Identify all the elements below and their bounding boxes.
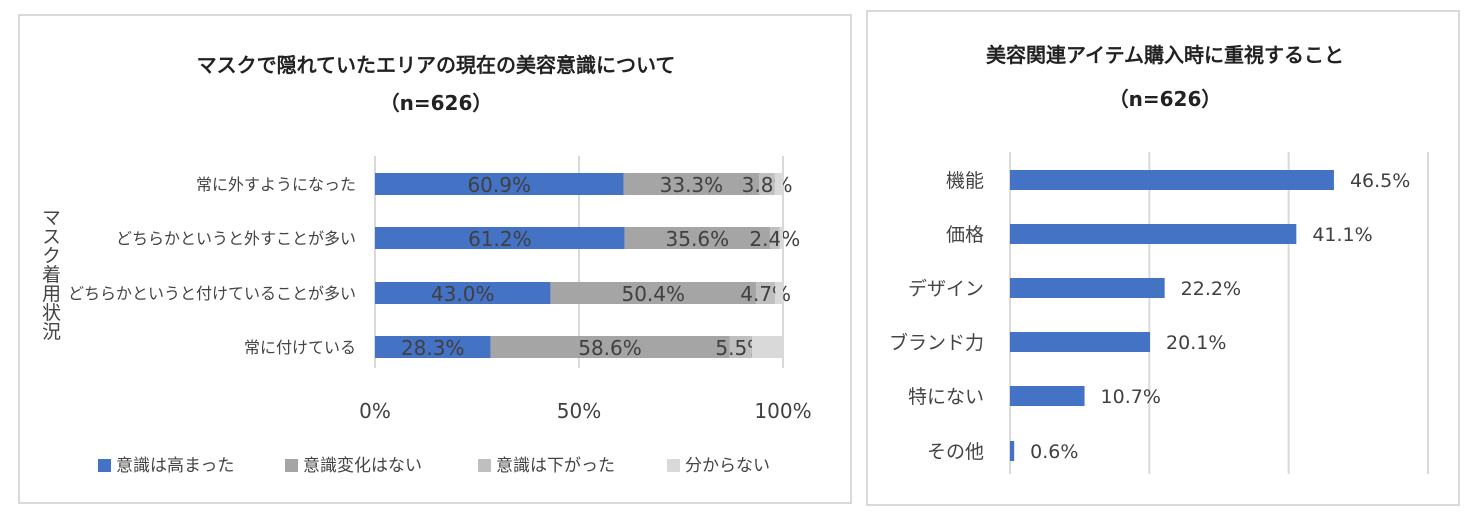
bar (1010, 386, 1085, 406)
data-label: 3.8% (742, 173, 793, 197)
stacked-bar-segment (759, 173, 775, 195)
bar (1010, 278, 1165, 298)
stacked-bar-segment (490, 336, 730, 358)
legend-swatch (98, 459, 111, 472)
data-label: 33.3% (660, 173, 724, 197)
stacked-bar-segment (751, 336, 783, 358)
data-label: 41.1% (1312, 224, 1372, 246)
legend-entry: 分からない (685, 456, 770, 476)
data-label: 28.3% (401, 336, 465, 360)
bar (1010, 332, 1151, 352)
legend-swatch (478, 459, 491, 472)
stacked-bar-segment (375, 282, 551, 304)
data-label: 20.1% (1166, 332, 1226, 354)
legend-swatch (285, 459, 298, 472)
stacked-bar-segment (624, 227, 770, 249)
category-label: 常に付けている (244, 338, 356, 357)
stacked-bar-segment (775, 282, 783, 304)
category-label: ブランド力 (889, 331, 984, 354)
category-label: どちらかというと外すことが多い (116, 229, 356, 248)
stacked-bar-segment (623, 173, 760, 195)
stacked-bar-segment (779, 227, 783, 249)
data-label: 58.6% (578, 336, 642, 360)
stacked-bar-segment (375, 173, 624, 195)
data-label: 46.5% (1350, 170, 1410, 192)
legend-entry: 意識変化はない (303, 456, 422, 476)
category-label: 常に外すようになった (196, 175, 356, 194)
category-label: 特にない (908, 386, 984, 408)
bar (1010, 441, 1015, 461)
stacked-bar-segment (375, 227, 625, 249)
stacked-bar-segment (769, 227, 780, 249)
chart-subtitle: （n=626） (1109, 87, 1222, 111)
y-axis-label: マスク着用状況 (39, 208, 61, 341)
stacked-bar-chart: マスクで隠れていたエリアの現在の美容意識について （n=626） マスク着用状況… (39, 53, 812, 476)
data-label: 61.2% (468, 227, 532, 251)
data-label: 10.7% (1101, 386, 1161, 408)
chart-subtitle: （n=626） (380, 91, 493, 115)
category-label: どちらかというと付けていることが多い (68, 284, 356, 303)
data-label: 35.6% (666, 227, 730, 251)
category-label: 価格 (946, 224, 984, 246)
data-label: 22.2% (1181, 278, 1241, 300)
data-label: 4.7% (740, 282, 791, 306)
category-label: その他 (927, 441, 984, 463)
x-tick-label: 0% (359, 399, 391, 423)
stacked-bar-segment (756, 282, 776, 304)
chart-title: 美容関連アイテム購入時に重視すること (986, 43, 1344, 67)
stacked-bar-segment (729, 336, 752, 358)
bar-chart: 美容関連アイテム購入時に重視すること （n=626） 46.5% 41.1% 22.… (889, 43, 1429, 474)
category-label: デザイン (908, 278, 984, 300)
chart-title: マスクで隠れていたエリアの現在の美容意識について (197, 53, 676, 77)
x-tick-label: 50% (557, 399, 601, 423)
stacked-bar-chart-panel: マスクで隠れていたエリアの現在の美容意識について （n=626） マスク着用状況… (18, 14, 852, 504)
data-label: 2.4% (749, 227, 800, 251)
data-label: 0.6% (1030, 441, 1078, 463)
bar (1010, 170, 1334, 190)
legend-entry: 意識は高まった (116, 456, 234, 476)
bar-chart-panel: 美容関連アイテム購入時に重視すること （n=626） 46.5% 41.1% 22.… (866, 10, 1460, 506)
legend-swatch (667, 459, 680, 472)
data-label: 50.4% (621, 282, 685, 306)
data-label: 43.0% (431, 282, 495, 306)
legend-entry: 意識は下がった (496, 456, 615, 476)
stacked-bar-segment (550, 282, 757, 304)
bar (1010, 224, 1297, 244)
category-label: 機能 (946, 170, 984, 192)
data-label: 60.9% (467, 173, 531, 197)
x-tick-label: 100% (754, 399, 811, 423)
stacked-bar-segment (375, 336, 491, 358)
stacked-bar-segment (774, 173, 783, 195)
